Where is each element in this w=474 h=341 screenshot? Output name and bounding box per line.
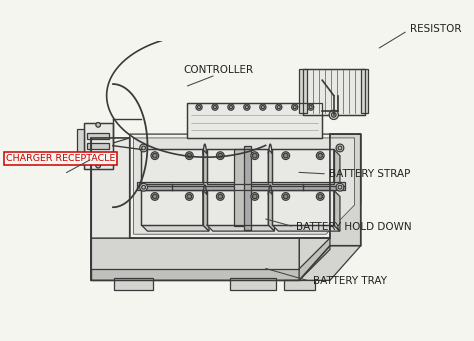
Text: RESISTOR: RESISTOR <box>410 24 462 34</box>
Circle shape <box>253 194 257 199</box>
Polygon shape <box>272 184 340 190</box>
Polygon shape <box>141 190 203 225</box>
Circle shape <box>316 152 324 160</box>
Polygon shape <box>299 238 330 280</box>
Circle shape <box>283 153 288 158</box>
Polygon shape <box>207 190 268 225</box>
Polygon shape <box>284 280 315 290</box>
Polygon shape <box>77 129 83 163</box>
Circle shape <box>282 193 290 200</box>
Circle shape <box>218 194 223 199</box>
Circle shape <box>151 193 159 200</box>
Polygon shape <box>134 138 355 234</box>
Circle shape <box>217 193 224 200</box>
Polygon shape <box>299 69 307 113</box>
Circle shape <box>277 106 280 109</box>
Polygon shape <box>87 133 109 139</box>
Circle shape <box>318 194 322 199</box>
Polygon shape <box>272 149 334 184</box>
Polygon shape <box>299 134 361 280</box>
Polygon shape <box>137 187 346 190</box>
Circle shape <box>151 152 159 160</box>
Polygon shape <box>230 278 276 290</box>
Circle shape <box>338 146 342 150</box>
Circle shape <box>251 193 259 200</box>
Polygon shape <box>207 225 274 231</box>
Circle shape <box>187 153 191 158</box>
Polygon shape <box>244 146 251 230</box>
Circle shape <box>142 185 146 189</box>
Polygon shape <box>207 149 268 184</box>
Circle shape <box>198 106 201 109</box>
Polygon shape <box>141 184 209 190</box>
Text: BATTERY TRAY: BATTERY TRAY <box>313 276 387 286</box>
Circle shape <box>142 146 146 150</box>
Circle shape <box>229 106 232 109</box>
Circle shape <box>228 104 234 110</box>
Circle shape <box>196 104 202 110</box>
Polygon shape <box>203 149 209 190</box>
Polygon shape <box>334 149 340 190</box>
Circle shape <box>316 193 324 200</box>
Circle shape <box>187 194 191 199</box>
Circle shape <box>318 153 322 158</box>
Polygon shape <box>334 190 340 231</box>
Circle shape <box>185 152 193 160</box>
Circle shape <box>217 152 224 160</box>
Text: CONTROLLER: CONTROLLER <box>183 65 253 75</box>
Polygon shape <box>141 149 203 184</box>
Polygon shape <box>130 134 361 238</box>
Circle shape <box>251 152 259 160</box>
Circle shape <box>153 194 157 199</box>
Polygon shape <box>87 143 109 149</box>
Text: BATTERY HOLD DOWN: BATTERY HOLD DOWN <box>296 222 412 232</box>
Circle shape <box>246 106 248 109</box>
Circle shape <box>212 104 218 110</box>
Circle shape <box>140 183 147 191</box>
Polygon shape <box>268 190 274 231</box>
Polygon shape <box>272 190 334 225</box>
Circle shape <box>213 106 217 109</box>
Circle shape <box>185 193 193 200</box>
Circle shape <box>338 185 342 189</box>
Circle shape <box>153 153 157 158</box>
Circle shape <box>329 110 338 119</box>
Circle shape <box>292 104 298 110</box>
Circle shape <box>308 104 314 110</box>
Polygon shape <box>268 149 274 190</box>
Polygon shape <box>234 149 249 226</box>
Polygon shape <box>91 238 330 280</box>
Polygon shape <box>207 184 274 190</box>
Polygon shape <box>91 138 130 280</box>
Text: BATTERY STRAP: BATTERY STRAP <box>329 169 411 179</box>
Circle shape <box>244 104 250 110</box>
Circle shape <box>293 106 296 109</box>
Circle shape <box>96 122 100 127</box>
Circle shape <box>336 144 344 152</box>
Polygon shape <box>203 190 209 231</box>
Circle shape <box>261 106 264 109</box>
Polygon shape <box>303 69 365 115</box>
Polygon shape <box>361 69 368 113</box>
Circle shape <box>96 163 100 168</box>
Circle shape <box>309 106 312 109</box>
Polygon shape <box>141 225 209 231</box>
Polygon shape <box>137 182 346 187</box>
Polygon shape <box>87 153 109 160</box>
Polygon shape <box>114 278 153 290</box>
Polygon shape <box>272 225 340 231</box>
Polygon shape <box>91 269 299 280</box>
Text: CHARGER RECEPTACLE: CHARGER RECEPTACLE <box>6 154 115 163</box>
Circle shape <box>283 194 288 199</box>
Circle shape <box>260 104 266 110</box>
Circle shape <box>336 183 344 191</box>
Circle shape <box>140 144 147 152</box>
Circle shape <box>253 153 257 158</box>
Polygon shape <box>188 103 322 138</box>
Circle shape <box>218 153 223 158</box>
Circle shape <box>282 152 290 160</box>
Circle shape <box>331 113 336 117</box>
Polygon shape <box>83 122 113 169</box>
Circle shape <box>276 104 282 110</box>
